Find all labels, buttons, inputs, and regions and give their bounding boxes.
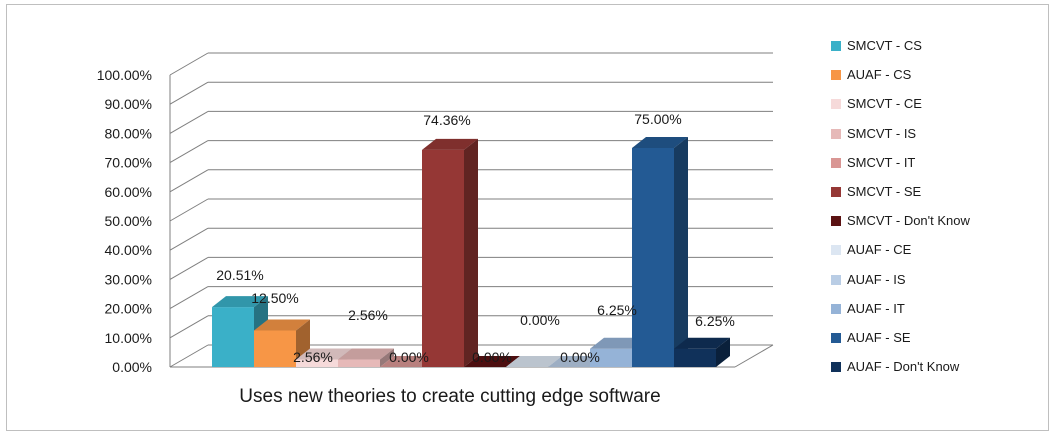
bar [590,348,632,367]
bar-top [254,319,310,331]
data-label: 75.00% [634,111,681,127]
y-tick-label: 80.00% [105,125,152,141]
floor-side-edge [734,344,774,368]
legend-label: AUAF - CS [847,67,912,83]
gridline-side [169,198,209,222]
bar [632,148,674,367]
bar-side [716,337,730,367]
legend-swatch [831,245,841,256]
y-tick-label: 20.00% [105,301,152,317]
bar-top [422,138,478,150]
legend-swatch [831,128,841,139]
legend-swatch [831,216,841,227]
data-label: 0.00% [472,349,512,365]
y-tick-label: 10.00% [105,330,152,346]
bar-side [380,348,394,367]
y-tick-label: 60.00% [105,184,152,200]
legend-swatch [831,274,841,285]
data-label: 2.56% [348,307,388,323]
legend-label: SMCVT - CE [847,96,922,112]
y-tick-label: 30.00% [105,271,152,287]
gridline-side [169,52,209,76]
bar-top [674,337,730,349]
bar [422,149,464,367]
legend-label: SMCVT - Don't Know [847,213,970,229]
y-tick-label: 0.00% [112,359,152,375]
data-label: 12.50% [251,290,298,306]
legend-swatch [831,187,841,197]
bar-top [212,296,268,308]
legend-label: AUAF - SE [847,330,911,345]
y-tick-label: 100.00% [97,67,152,83]
bar [674,348,716,367]
y-tick-label: 50.00% [105,213,152,229]
data-label: 0.00% [389,349,429,365]
data-label: 6.25% [695,313,735,329]
gridline-side [169,256,209,280]
data-label: 0.00% [520,312,560,328]
gridline-side [169,227,209,251]
data-label: 6.25% [597,302,637,318]
bar [254,330,296,367]
x-axis-label: Uses new theories to create cutting edge… [239,386,661,407]
legend-label: SMCVT - CS [847,38,922,53]
legend-swatch [831,99,841,110]
data-label: 20.51% [216,267,263,283]
legend-label: AUAF - IS [847,271,906,287]
legend-swatch [831,157,841,168]
bar-top [296,348,352,360]
legend-swatch [831,333,841,343]
legend-label: SMCVT - IT [847,154,916,170]
bar [212,307,254,367]
legend-label: AUAF - IT [847,300,905,316]
y-tick-label: 40.00% [105,242,152,258]
bar-top [506,356,562,367]
legend-swatch [831,303,841,314]
gridline-side [169,315,209,339]
y-tick-label: 70.00% [105,155,152,171]
bar-side [464,138,478,367]
gridline-side [169,110,209,134]
gridline-side [169,169,209,193]
gridline-side [169,344,209,368]
legend-label: SMCVT - IS [847,125,917,141]
legend-swatch [831,41,841,51]
data-label: 0.00% [560,349,600,365]
bar [338,359,380,367]
gridline-side [169,286,209,310]
bar-top [464,356,520,367]
legend-swatch [831,362,841,373]
legend-label: AUAF - Don't Know [847,359,960,375]
legend-swatch [831,70,841,81]
gridline-side [169,140,209,164]
bar-top [632,137,688,148]
bar [296,359,338,367]
legend-label: AUAF - CE [847,242,912,258]
bar-side [674,137,688,367]
gridline-side [169,81,209,105]
data-label: 2.56% [293,349,333,365]
legend-label: SMCVT - SE [847,184,922,199]
y-tick-label: 90.00% [105,96,152,112]
bar-top [338,348,394,360]
data-label: 74.36% [423,112,470,128]
